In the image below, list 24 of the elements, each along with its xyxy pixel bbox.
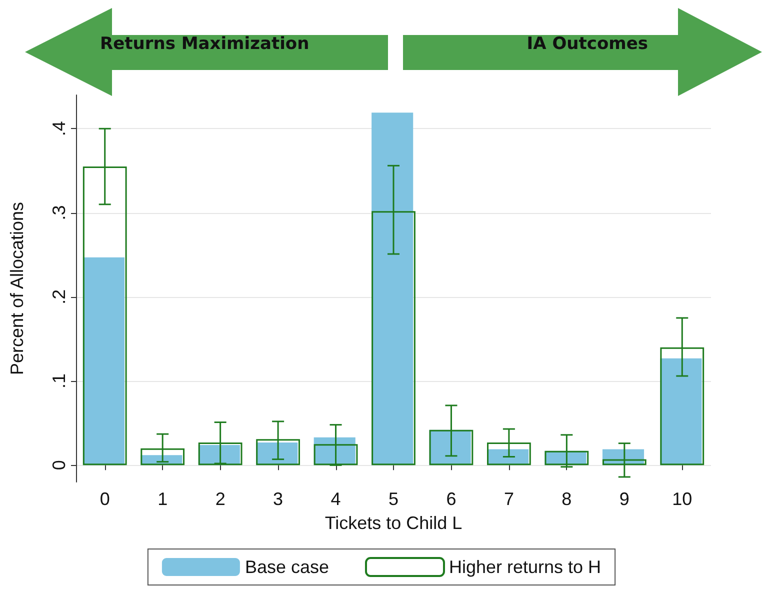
x-tick-label: 8	[562, 489, 572, 509]
bar	[82, 257, 124, 466]
text: IA Outcomes	[526, 34, 648, 54]
x-tick-label: 4	[330, 489, 341, 509]
x-tick-label: 6	[446, 489, 456, 509]
x-tick-label: 3	[273, 489, 284, 509]
x-tick-label: 7	[504, 489, 514, 509]
legend-label: Base case	[244, 557, 330, 577]
x-axis-title: Tickets to Child L	[324, 513, 462, 533]
bar	[372, 112, 414, 466]
x-tick-label: 0	[100, 489, 110, 509]
x-tick-label: 9	[619, 489, 630, 509]
y-tick-label: .3	[49, 205, 69, 220]
x-tick-label: 10	[672, 489, 692, 509]
y-tick-label: 0	[49, 460, 69, 470]
y-tick-label: .2	[49, 289, 69, 304]
y-tick-label: .4	[49, 121, 69, 136]
text: Returns Maximization	[100, 34, 310, 54]
y-axis-title: Percent of Allocations	[7, 202, 27, 376]
x-tick-label: 1	[158, 489, 168, 509]
y-tick-label: .1	[49, 374, 69, 389]
x-tick-label: 2	[215, 489, 226, 509]
x-tick-label: 5	[388, 489, 399, 509]
legend-label: Higher returns to H	[448, 557, 602, 577]
